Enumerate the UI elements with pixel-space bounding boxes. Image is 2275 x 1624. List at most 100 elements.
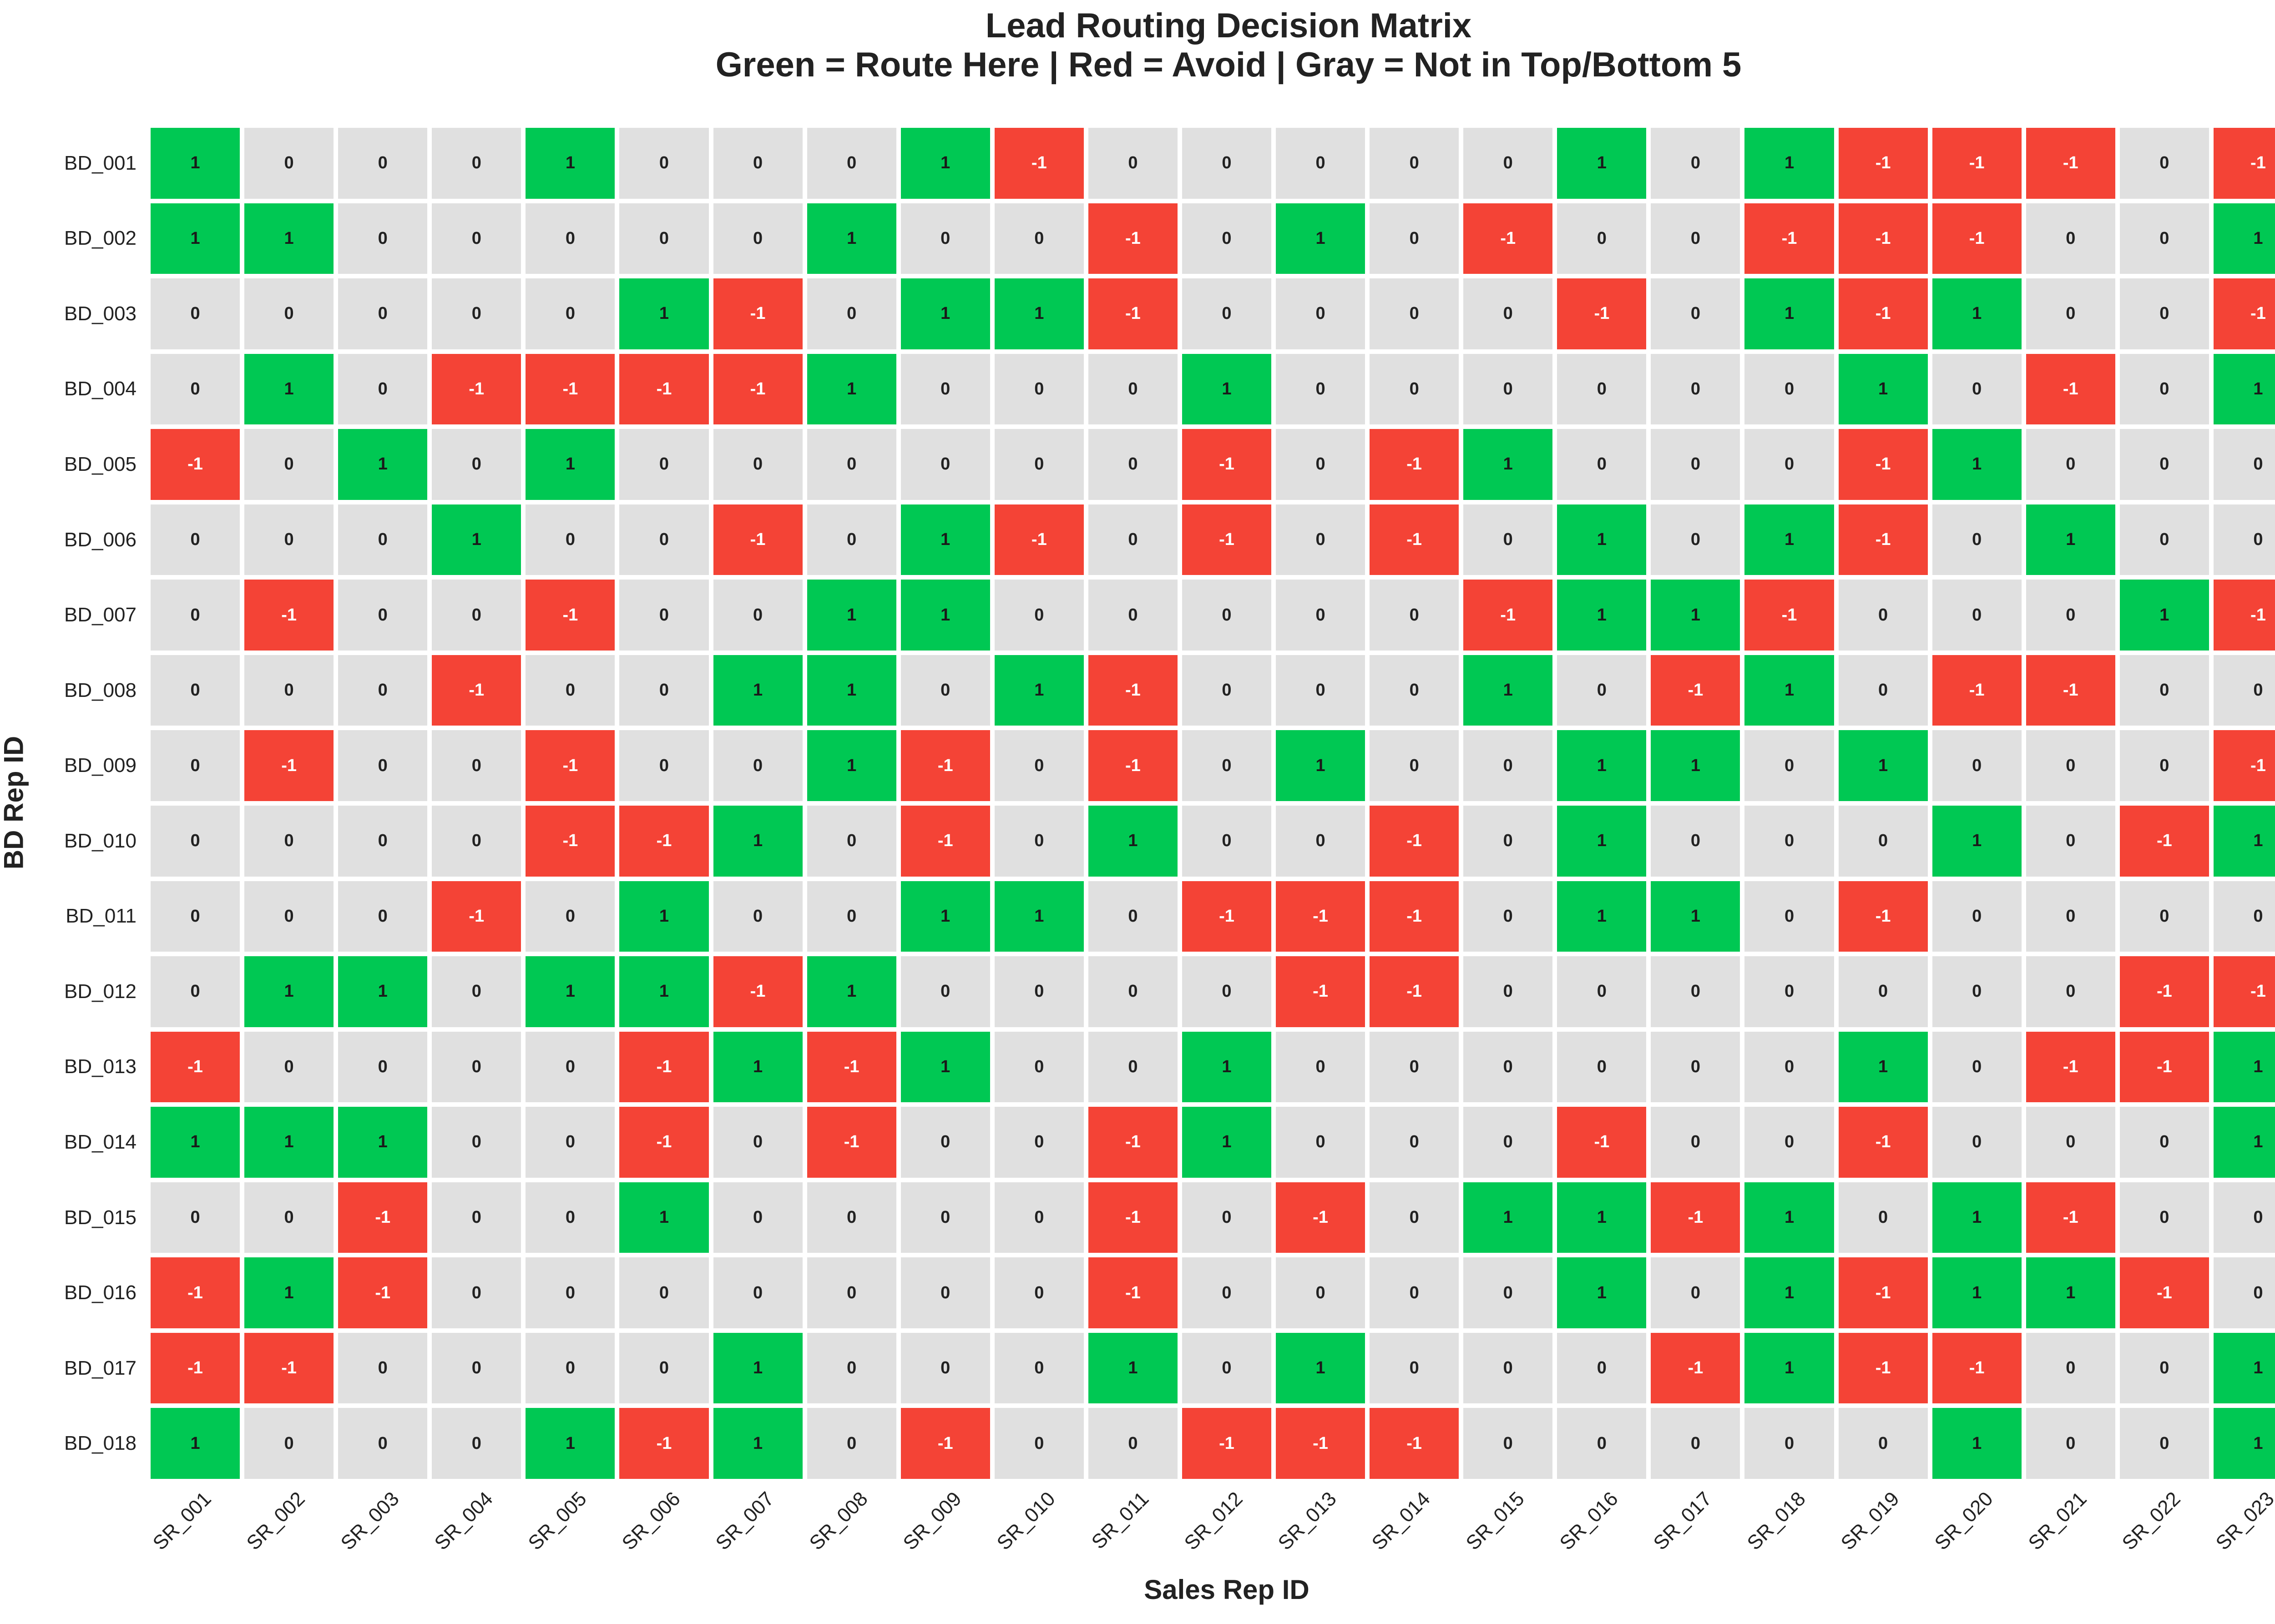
heatmap-cell: 1 (1179, 1105, 1274, 1180)
heatmap-cell: 0 (1367, 652, 1461, 728)
heatmap-cell: 1 (992, 878, 1086, 954)
heatmap-cell: 1 (242, 1105, 336, 1180)
y-tick-label: BD_017 (64, 1357, 136, 1379)
heatmap-cell: 0 (1648, 954, 1743, 1029)
heatmap-cell: 1 (804, 652, 899, 728)
heatmap-cell: 0 (1648, 201, 1743, 277)
heatmap-cell: -1 (617, 1406, 711, 1481)
heatmap-cell: -1 (1836, 878, 1930, 954)
heatmap-cell: 0 (2117, 728, 2211, 803)
heatmap-cell: 0 (1367, 1330, 1461, 1406)
heatmap-cell: 0 (1648, 276, 1743, 352)
heatmap-cell: 1 (1179, 351, 1274, 427)
heatmap-cell: 0 (242, 803, 336, 879)
heatmap-cell: -1 (1367, 427, 1461, 502)
heatmap-cell: 0 (1367, 126, 1461, 201)
heatmap-cell: 0 (1274, 803, 1368, 879)
heatmap-cell: -1 (148, 1255, 243, 1331)
heatmap-cell: -1 (1274, 878, 1368, 954)
heatmap-cell: -1 (1836, 1255, 1930, 1331)
x-tick-label: SR_011 (1086, 1488, 1180, 1556)
heatmap-cell: 1 (1555, 878, 1649, 954)
heatmap-cell: 0 (523, 652, 617, 728)
heatmap-cell: -1 (2117, 1255, 2211, 1331)
x-tick-label: SR_012 (1180, 1488, 1274, 1556)
heatmap-cell: -1 (1367, 803, 1461, 879)
x-tick-label-text: SR_014 (1368, 1488, 1435, 1555)
heatmap-cell: 0 (804, 803, 899, 879)
heatmap-cell: 1 (804, 351, 899, 427)
heatmap-cell: 0 (992, 1029, 1086, 1105)
heatmap-cell: 0 (1930, 1105, 2024, 1180)
heatmap-cell: -1 (1179, 502, 1274, 578)
heatmap-cell: 0 (617, 577, 711, 653)
x-tick-label-text: SR_007 (711, 1488, 779, 1555)
heatmap-cell: 0 (148, 803, 243, 879)
heatmap-cell: 0 (2117, 1330, 2211, 1406)
heatmap-cell: 0 (1930, 577, 2024, 653)
heatmap-cell: 0 (336, 803, 430, 879)
x-tick-label-text: SR_011 (1087, 1488, 1153, 1553)
x-tick-label: SR_020 (1930, 1488, 2024, 1556)
heatmap-cell: 0 (1274, 126, 1368, 201)
heatmap-cell: 0 (336, 201, 430, 277)
heatmap-cell: 0 (898, 427, 992, 502)
heatmap-cell: 0 (1836, 1406, 1930, 1481)
heatmap-cell: 0 (2211, 427, 2275, 502)
heatmap-cell: 0 (1836, 577, 1930, 653)
heatmap-cell: 0 (336, 728, 430, 803)
heatmap-cell: 1 (1930, 427, 2024, 502)
heatmap-cell: 0 (430, 728, 524, 803)
x-tick-label: SR_014 (1367, 1488, 1461, 1556)
heatmap-cell: 0 (2023, 427, 2118, 502)
heatmap-cell: -1 (1930, 201, 2024, 277)
heatmap-cell: 0 (1555, 1029, 1649, 1105)
heatmap-cell: -1 (1648, 1330, 1743, 1406)
heatmap-cell: 0 (1179, 803, 1274, 879)
x-tick-label-text: SR_017 (1649, 1488, 1716, 1555)
heatmap-cell: -1 (1367, 1406, 1461, 1481)
heatmap-cell: 1 (1742, 1330, 1836, 1406)
heatmap-cell: -1 (2117, 954, 2211, 1029)
x-tick-label-text: SR_018 (1743, 1488, 1810, 1555)
heatmap-cell: 0 (2023, 201, 2118, 277)
x-tick-label: SR_022 (2118, 1488, 2211, 1556)
heatmap-cell: 1 (1274, 1330, 1368, 1406)
heatmap-cell: -1 (1930, 652, 2024, 728)
heatmap-cell: 0 (1086, 954, 1180, 1029)
heatmap-cell: 0 (1179, 954, 1274, 1029)
heatmap-cell: 1 (523, 1406, 617, 1481)
heatmap-cell: -1 (1836, 126, 1930, 201)
x-tick-label-text: SR_016 (1555, 1488, 1623, 1555)
heatmap-cell: -1 (1461, 577, 1555, 653)
heatmap-cell: 0 (711, 126, 805, 201)
heatmap-cell: -1 (2211, 728, 2275, 803)
x-tick-label-text: SR_004 (430, 1488, 497, 1555)
heatmap-cell: 0 (711, 728, 805, 803)
heatmap-cell: 0 (148, 502, 243, 578)
heatmap-cell: 0 (1836, 954, 1930, 1029)
heatmap-cell: 0 (617, 126, 711, 201)
heatmap-cell: 0 (430, 1180, 524, 1256)
heatmap-cell: 0 (430, 1105, 524, 1180)
heatmap-cell: 0 (2117, 1406, 2211, 1481)
heatmap-cell: 0 (336, 652, 430, 728)
x-tick-label: SR_005 (523, 1488, 617, 1556)
heatmap-cell: 0 (523, 1105, 617, 1180)
heatmap-cell: 0 (1742, 954, 1836, 1029)
heatmap-cell: 0 (804, 502, 899, 578)
heatmap-cell: 1 (242, 1255, 336, 1331)
heatmap-cell: -1 (1367, 502, 1461, 578)
heatmap-cell: 0 (711, 427, 805, 502)
x-tick-label: SR_018 (1742, 1488, 1836, 1556)
heatmap-cell: 1 (1555, 126, 1649, 201)
heatmap-cell: 1 (1555, 577, 1649, 653)
heatmap-cell: 1 (2117, 577, 2211, 653)
heatmap-cell: 0 (1648, 427, 1743, 502)
x-tick-label-text: SR_002 (242, 1488, 310, 1555)
heatmap-cell: 0 (992, 577, 1086, 653)
heatmap-cell: 0 (1086, 126, 1180, 201)
heatmap-cell: 0 (523, 502, 617, 578)
heatmap-cell: -1 (1086, 1105, 1180, 1180)
heatmap-cell: 0 (1742, 803, 1836, 879)
